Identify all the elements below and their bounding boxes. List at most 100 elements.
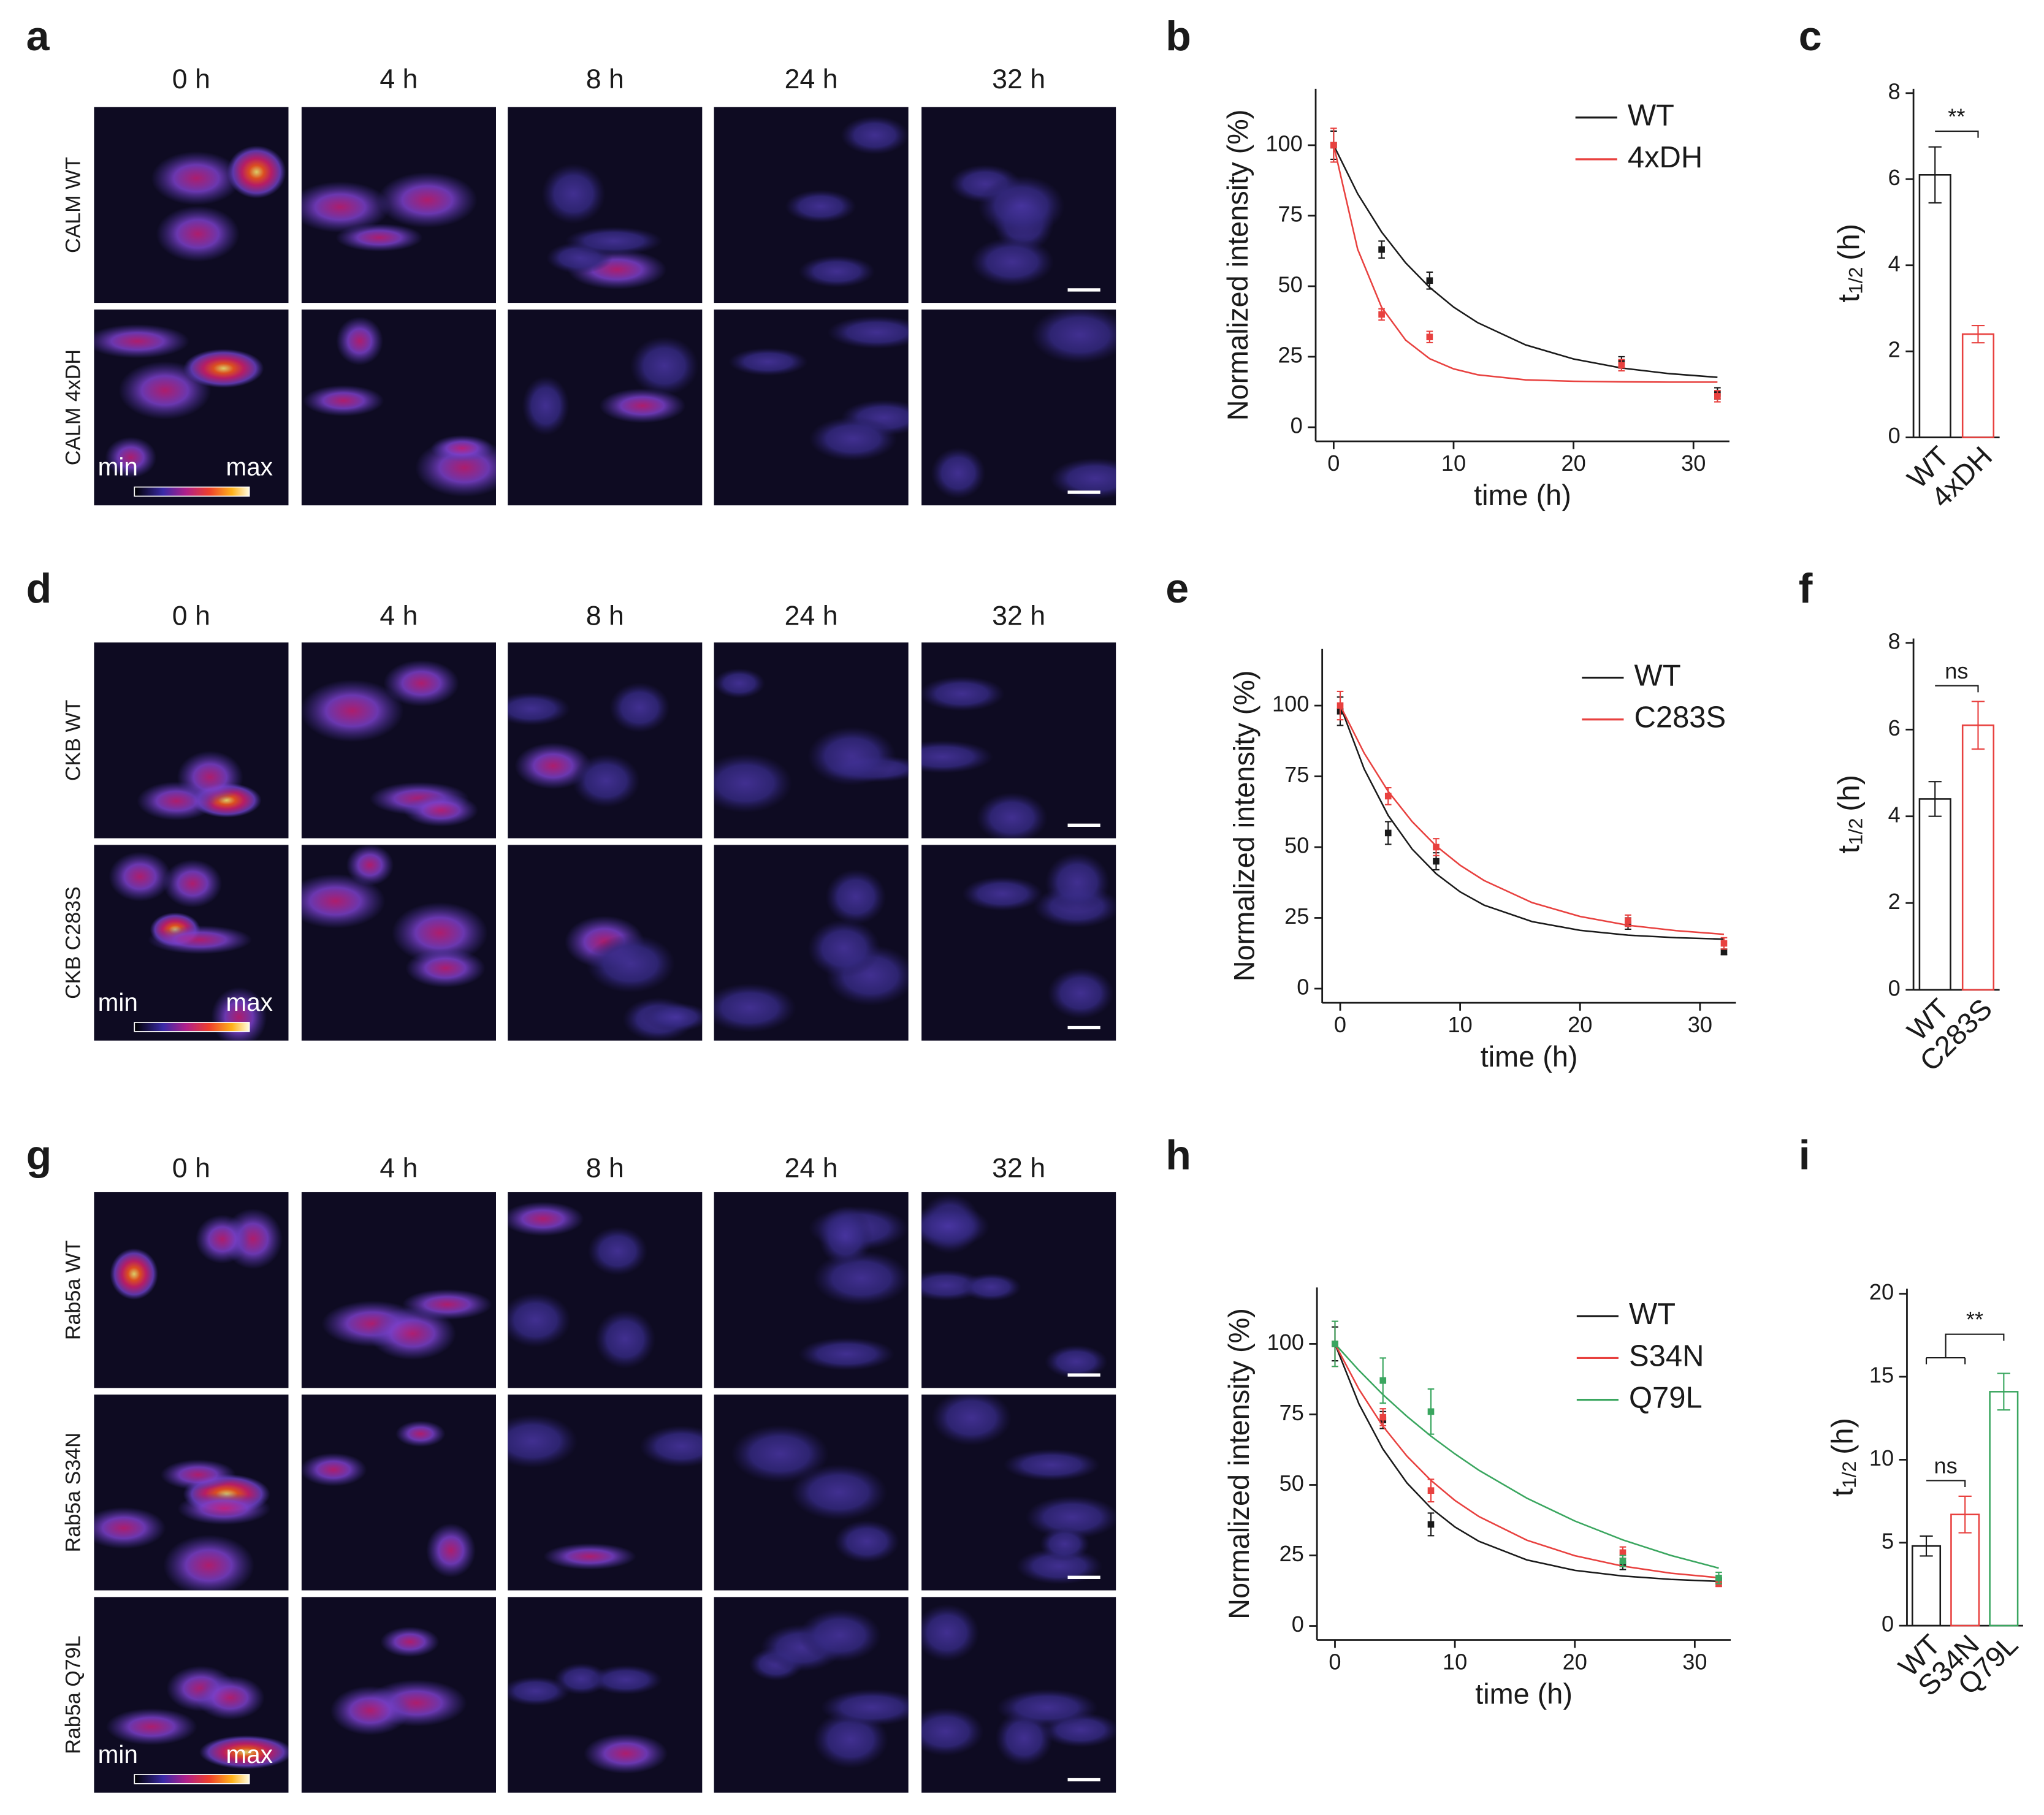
y-tick-label: 100 bbox=[1267, 1330, 1303, 1355]
y-axis-label: Normalized intensity (%) bbox=[1229, 670, 1260, 981]
y-tick-label: 15 bbox=[1869, 1363, 1894, 1388]
cell bbox=[1003, 1448, 1100, 1482]
y-tick-label: 4 bbox=[1888, 251, 1901, 276]
micrograph bbox=[921, 1597, 1116, 1793]
micrograph bbox=[714, 845, 909, 1041]
micrograph bbox=[921, 642, 1116, 839]
y-tick-label: 0 bbox=[1888, 975, 1901, 1000]
cell bbox=[1045, 1345, 1108, 1379]
column-header: 0 h bbox=[172, 601, 210, 631]
micrograph bbox=[714, 642, 909, 839]
cell bbox=[195, 1214, 250, 1264]
cell bbox=[818, 1205, 873, 1266]
cell bbox=[163, 1534, 255, 1591]
column-header: 4 h bbox=[379, 1153, 418, 1183]
fit-line bbox=[1334, 1343, 1719, 1583]
micrograph bbox=[714, 1192, 909, 1388]
y-tick-label: 20 bbox=[1869, 1279, 1894, 1304]
y-tick-label: 25 bbox=[1284, 904, 1309, 929]
cell bbox=[961, 1273, 1021, 1301]
y-tick-label: 10 bbox=[1869, 1445, 1894, 1471]
fit-line bbox=[1333, 145, 1718, 383]
data-point bbox=[1619, 1549, 1626, 1556]
fit-line bbox=[1339, 705, 1725, 940]
x-tick-label: 10 bbox=[1441, 451, 1466, 476]
cell bbox=[798, 1608, 882, 1662]
micrograph bbox=[508, 642, 703, 839]
cell bbox=[962, 876, 1043, 911]
cell bbox=[508, 1201, 584, 1236]
data-point bbox=[1714, 393, 1721, 400]
data-point bbox=[1384, 793, 1392, 800]
cell bbox=[785, 189, 856, 223]
y-tick-label: 0 bbox=[1297, 974, 1309, 999]
image-background bbox=[94, 107, 289, 303]
data-point bbox=[1427, 1408, 1435, 1415]
cell bbox=[430, 435, 494, 462]
micrograph bbox=[301, 1395, 497, 1591]
data-point bbox=[1378, 246, 1385, 253]
colorbar-max: max bbox=[226, 452, 273, 481]
cell bbox=[301, 181, 391, 233]
micrograph bbox=[921, 107, 1116, 303]
cell bbox=[809, 416, 898, 462]
panel-letter: f bbox=[1799, 565, 1813, 612]
micrograph bbox=[508, 1597, 703, 1793]
group-bracket bbox=[1925, 1356, 1966, 1364]
y-axis-label: Normalized intensity (%) bbox=[1223, 1308, 1255, 1619]
cell bbox=[110, 1248, 158, 1300]
cell bbox=[572, 753, 640, 808]
bar bbox=[1961, 333, 1995, 438]
column-header: 0 h bbox=[172, 64, 210, 94]
data-point bbox=[1427, 1487, 1435, 1494]
cell bbox=[118, 361, 212, 420]
row-label: CALM 4xDH bbox=[61, 349, 85, 465]
cell bbox=[1050, 457, 1116, 500]
data-point bbox=[1426, 333, 1433, 341]
x-tick-label: 20 bbox=[1561, 451, 1585, 476]
y-label-subscript: 1/2 bbox=[1838, 1461, 1860, 1488]
cell bbox=[599, 388, 686, 424]
micrograph bbox=[94, 1395, 289, 1591]
y-tick-label: 100 bbox=[1265, 131, 1302, 156]
panel-letter: g bbox=[26, 1132, 52, 1178]
column-header: 4 h bbox=[379, 64, 418, 94]
data-point bbox=[1379, 1414, 1387, 1421]
y-tick-label: 8 bbox=[1888, 78, 1901, 104]
column-header: 8 h bbox=[586, 601, 624, 631]
error-bar bbox=[1971, 701, 1985, 750]
panel-letter: e bbox=[1165, 565, 1189, 612]
significance-bracket bbox=[1926, 1480, 1966, 1488]
cell bbox=[565, 227, 663, 256]
cell bbox=[148, 925, 252, 954]
micrograph bbox=[921, 1192, 1116, 1388]
x-tick-label: 0 bbox=[1327, 451, 1340, 476]
x-tick-label: 30 bbox=[1682, 1649, 1707, 1674]
cell bbox=[714, 753, 793, 813]
micrograph bbox=[94, 642, 289, 839]
y-tick-label: 100 bbox=[1272, 691, 1309, 717]
cell bbox=[807, 726, 896, 786]
column-header: 32 h bbox=[992, 1153, 1045, 1183]
micrograph bbox=[508, 309, 703, 506]
legend-label: WT bbox=[1634, 660, 1680, 693]
panel-letter: d bbox=[26, 565, 52, 612]
cell bbox=[1047, 967, 1114, 1019]
cell bbox=[976, 792, 1048, 839]
cell bbox=[330, 1686, 411, 1735]
micrograph bbox=[301, 845, 497, 1041]
cell bbox=[301, 679, 404, 742]
x-axis-label: time (h) bbox=[1474, 479, 1571, 511]
fit-line bbox=[1333, 145, 1718, 378]
cell bbox=[391, 902, 488, 964]
cell bbox=[336, 316, 384, 365]
micrograph bbox=[921, 1395, 1116, 1591]
legend-label: S34N bbox=[1629, 1339, 1704, 1372]
cell bbox=[584, 1733, 668, 1774]
row-label: CKB WT bbox=[61, 699, 85, 781]
y-label-unit: (h) bbox=[1832, 775, 1866, 812]
error-bar bbox=[1928, 781, 1942, 817]
cell bbox=[996, 1689, 1098, 1727]
cell bbox=[834, 1520, 899, 1563]
y-tick-label: 2 bbox=[1888, 337, 1901, 362]
